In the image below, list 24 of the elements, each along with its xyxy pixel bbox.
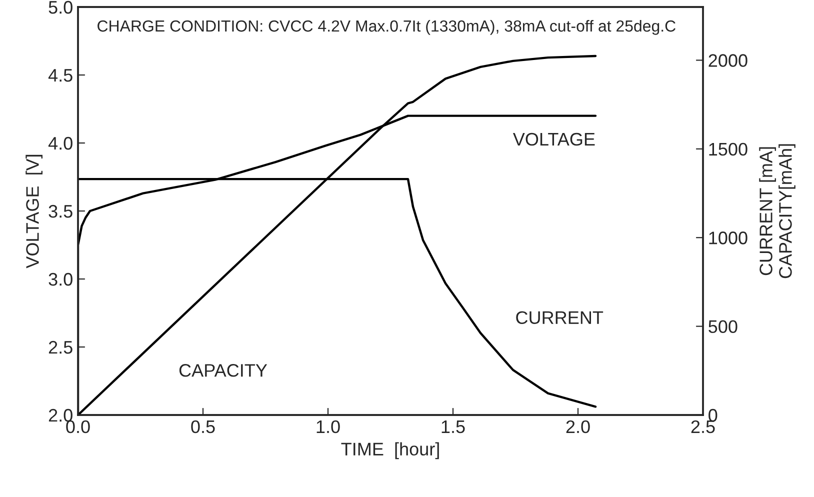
x-tick-label: 1.5 xyxy=(442,420,465,434)
y-axis-title: VOLTAGE [V] xyxy=(26,154,42,268)
y2-tick-label: 2000 xyxy=(708,54,748,67)
x-tick-label: 2.0 xyxy=(566,420,590,434)
series-label: VOLTAGE xyxy=(512,132,595,146)
series-label: CAPACITY xyxy=(179,364,268,377)
x-tick-label: 0.0 xyxy=(66,420,90,434)
x-axis-title: TIME [hour] xyxy=(341,442,439,460)
series-label: CURRENT xyxy=(516,311,604,324)
y2-tick-label: 1500 xyxy=(709,142,748,156)
y-tick-label: 2.0 xyxy=(48,408,72,422)
y-tick-label: 4.0 xyxy=(48,136,72,150)
y-tick-label: 4.5 xyxy=(48,69,72,82)
y-tick-label: 5.0 xyxy=(48,0,72,14)
y2-axis-title: CURRENT [mA] CAPACITY[mAh] xyxy=(759,144,796,278)
annotation: CHARGE CONDITION: CVCC 4.2V Max.0.7It (1330mA), 38mA cut-off at 25deg.C xyxy=(98,20,676,35)
y-tick-label: 3.5 xyxy=(48,204,72,218)
y-tick-label: 2.5 xyxy=(48,340,72,354)
x-tick-label: 2.5 xyxy=(691,420,715,434)
x-tick-label: 0.5 xyxy=(191,420,215,434)
y2-tick-label: 1000 xyxy=(709,232,748,244)
y-tick-label: 3.0 xyxy=(48,272,72,286)
x-tick-label: 1.0 xyxy=(316,420,340,434)
y2-tick-label: 500 xyxy=(708,320,738,334)
